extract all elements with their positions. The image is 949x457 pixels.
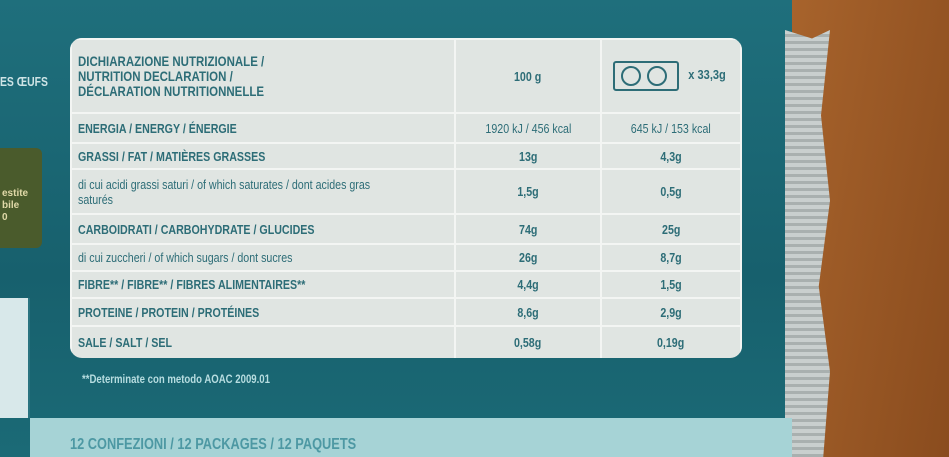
row-label: di cui zuccheri / of which sugars / dont… [70,243,456,272]
footnote: **Determinate con metodo AOAC 2009.01 [82,372,270,386]
value-100g: 1,5g [454,168,602,215]
nutrition-table: DICHIARAZIONE NUTRIZIONALE / NUTRITION D… [70,38,742,358]
value-100g: 13g [454,142,602,170]
value-portion-text: 4,3g [660,148,682,164]
table-title: DICHIARAZIONE NUTRIZIONALE / NUTRITION D… [70,38,456,114]
value-portion: 4,3g [600,142,742,170]
row-label-text: di cui zuccheri / of which sugars / dont… [78,250,293,265]
table-row: CARBOIDRATI / CARBOHYDRATE / GLUCIDES 74g… [70,213,742,245]
value-100g-text: 26g [518,250,538,265]
value-100g: 8,6g [454,297,602,327]
value-100g: 74g [454,213,602,245]
row-label-text: GRASSI / FAT / MATIÈRES GRASSES [78,148,266,164]
value-100g-text: 8,6g [517,304,539,320]
value-100g-text: 0,58g [514,335,542,350]
green-box-line: 0 [2,212,8,223]
col-header-100g: 100 g [454,38,602,114]
row-label: ENERGIA / ENERGY / ÉNERGIE [70,112,456,144]
row-label: PROTEINE / PROTEIN / PROTÉINES [70,297,456,327]
table-row: PROTEINE / PROTEIN / PROTÉINES 8,6g 2,9g [70,297,742,327]
biscuit-pair-icon [612,61,679,91]
row-label: FIBRE** / FIBRE** / FIBRES ALIMENTAIRES*… [70,270,456,299]
title-line: DÉCLARATION NUTRITIONNELLE [78,82,265,99]
row-label: CARBOIDRATI / CARBOHYDRATE / GLUCIDES [70,213,456,245]
row-label-text: CARBOIDRATI / CARBOHYDRATE / GLUCIDES [78,221,315,237]
col-header-portion: x 33,3g [600,38,742,114]
value-100g: 4,4g [454,270,602,299]
package-lower-band: 12 CONFEZIONI / 12 PACKAGES / 12 PAQUETS [30,418,792,457]
table-row: FIBRE** / FIBRE** / FIBRES ALIMENTAIRES*… [70,270,742,299]
row-label-text: SALE / SALT / SEL [78,335,172,350]
value-portion: 25g [600,213,742,245]
row-label-text: FIBRE** / FIBRE** / FIBRES ALIMENTAIRES*… [78,277,306,292]
title-line: DICHIARAZIONE NUTRIZIONALE / [78,52,265,69]
value-100g-text: 13g [518,148,538,164]
green-box-line: bile [2,200,20,211]
table-row: SALE / SALT / SEL 0,58g 0,19g [70,325,742,358]
row-label-text: ENERGIA / ENERGY / ÉNERGIE [78,120,237,136]
value-portion-text: 0,19g [657,335,685,350]
value-portion-text: 25g [661,221,681,237]
value-portion: 2,9g [600,297,742,327]
value-100g-text: 1920 kJ / 456 kcal [485,120,571,136]
nutrition-label: DICHIARAZIONE NUTRIZIONALE / NUTRITION D… [70,38,742,358]
value-100g-text: 74g [518,221,538,237]
value-100g-text: 1,5g [517,184,539,199]
package-crimped-edge [785,30,830,457]
table-row: ENERGIA / ENERGY / ÉNERGIE 1920 kJ / 456 … [70,112,742,144]
value-portion: 8,7g [600,243,742,272]
value-portion: 0,5g [600,168,742,215]
value-portion-text: 2,9g [660,304,682,320]
green-info-box: estite bile 0 [0,148,42,248]
col-header-100g-text: 100 g [514,68,542,84]
table-row: di cui acidi grassi saturi / of which sa… [70,168,742,215]
row-label-text: di cui acidi grassi saturi / of which sa… [78,176,371,207]
value-100g: 0,58g [454,325,602,358]
table-row: GRASSI / FAT / MATIÈRES GRASSES 13g 4,3g [70,142,742,170]
row-label: GRASSI / FAT / MATIÈRES GRASSES [70,142,456,170]
value-portion-text: 8,7g [660,250,682,265]
value-portion-text: 1,5g [660,277,682,292]
value-100g-text: 4,4g [517,277,539,292]
value-100g: 1920 kJ / 456 kcal [454,112,602,144]
left-light-strip [0,298,30,418]
title-line: NUTRITION DECLARATION / [78,67,233,84]
value-100g: 26g [454,243,602,272]
row-label: di cui acidi grassi saturi / of which sa… [70,168,456,215]
row-label: SALE / SALT / SEL [70,325,456,358]
green-box-line: estite [2,188,29,199]
row-label-text: PROTEINE / PROTEIN / PROTÉINES [78,304,260,320]
table-row: di cui zuccheri / of which sugars / dont… [70,243,742,272]
col-header-portion-text: x 33,3g [688,67,726,83]
value-portion: 645 kJ / 153 kcal [600,112,742,144]
value-portion-text: 645 kJ / 153 kcal [630,120,712,136]
table-header-row: DICHIARAZIONE NUTRIZIONALE / NUTRITION D… [70,38,742,114]
value-portion-text: 0,5g [660,184,682,199]
value-portion: 1,5g [600,270,742,299]
partial-ingredients-text: ES ŒUFS [0,74,48,89]
package-count-text: 12 CONFEZIONI / 12 PACKAGES / 12 PAQUETS [70,436,357,453]
value-portion: 0,19g [600,325,742,358]
